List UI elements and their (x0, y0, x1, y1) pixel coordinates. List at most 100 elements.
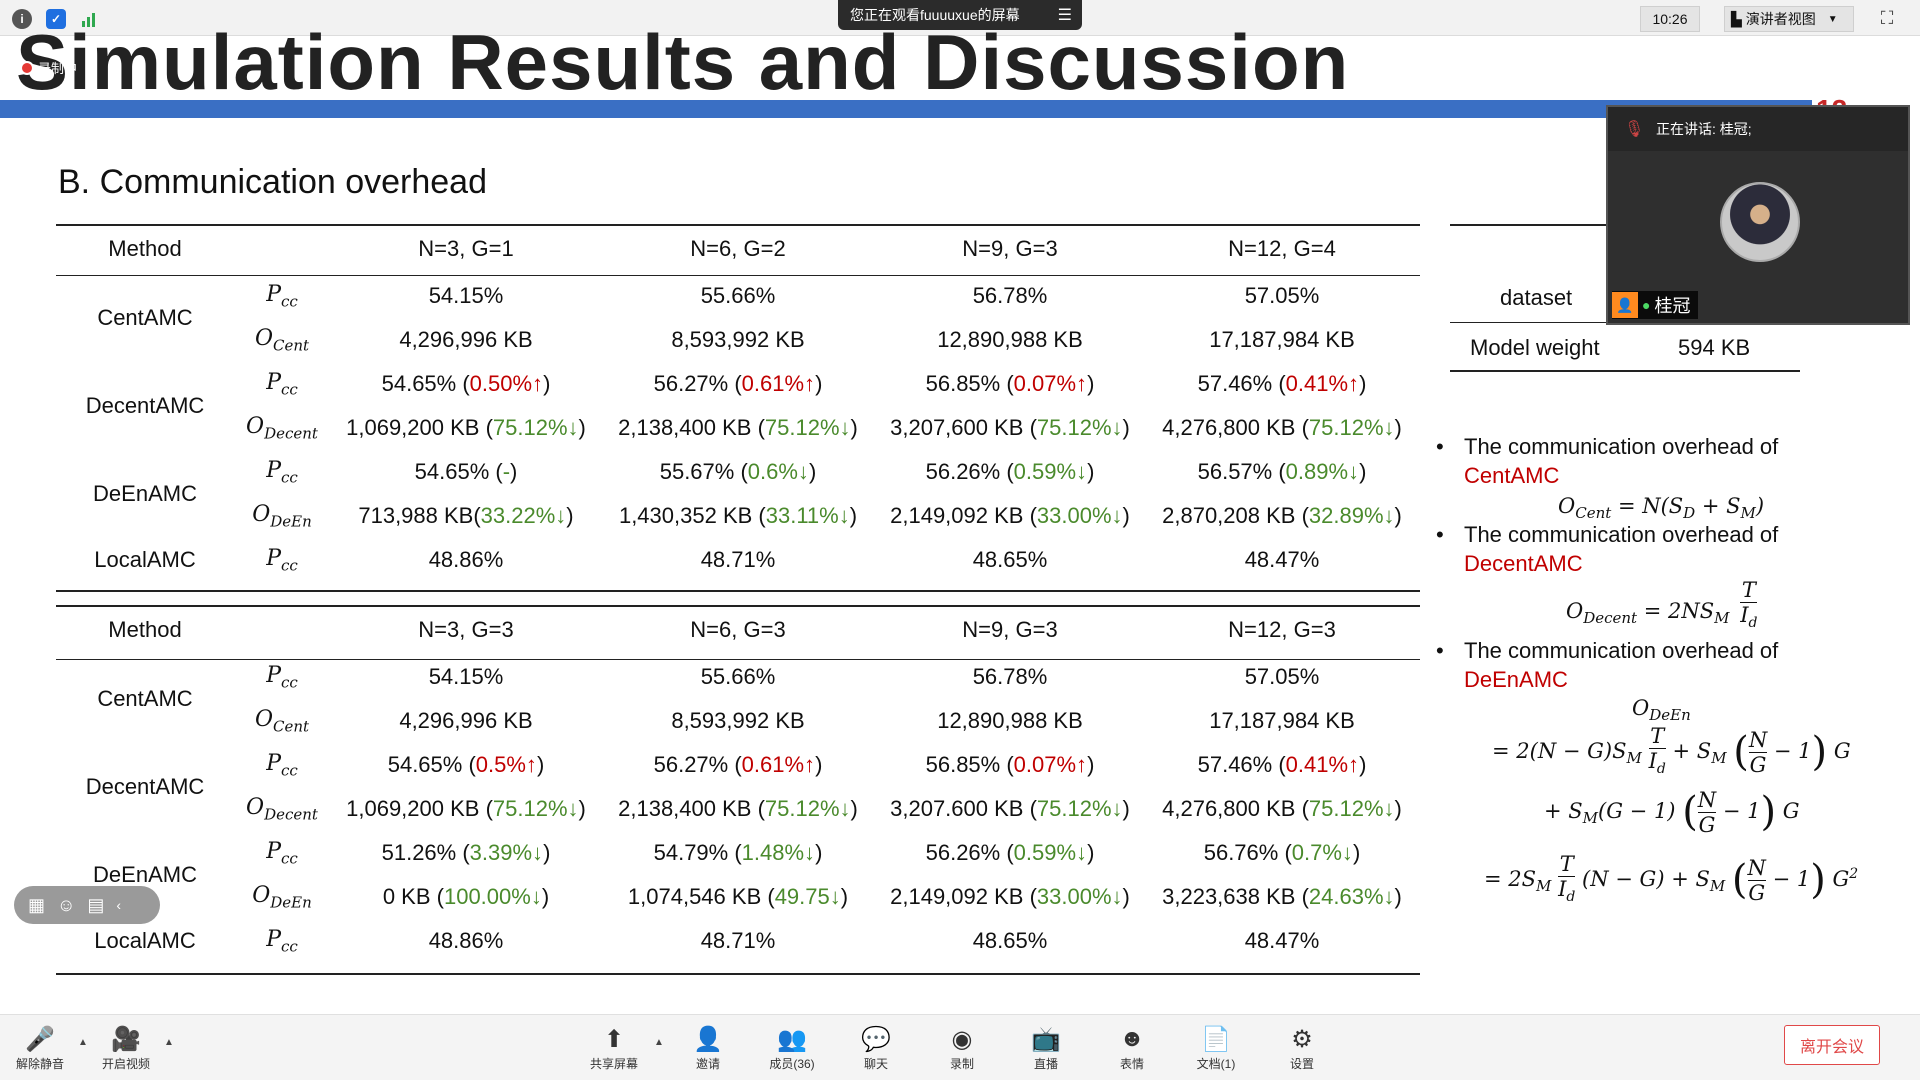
recording-badge: 录制中 (20, 58, 77, 77)
table-row: ODeEn 0 KB (100.00%↓) 1,074,546 KB (49.75↓… (56, 875, 1418, 919)
reaction-button[interactable]: ☻ 表情 (1092, 1025, 1172, 1077)
invite-button[interactable]: 👤 邀请 (668, 1025, 748, 1077)
cell-value: 17,187,984 KB (1209, 327, 1355, 352)
docs-button[interactable]: 📄 文档(1) (1176, 1025, 1256, 1077)
metric-symbol: ODeEn (234, 494, 330, 538)
unmute-label: 解除静音 (15, 1057, 64, 1071)
table-cell: 4,296,996 KB (330, 318, 602, 362)
start-video-button[interactable]: 🎥 开启视频 (86, 1025, 166, 1077)
cell-change: 75.12%↓ (492, 415, 579, 440)
table-cell: 48.47% (1146, 538, 1418, 582)
symbol-base: O (246, 794, 265, 820)
speaker-video-panel[interactable]: 🎙 正在讲话: 桂冠; 👤 ● 桂冠 (1606, 105, 1910, 325)
cell-value: 56.27% ( (653, 371, 742, 396)
table-cell: 3,207,600 KB (75.12%↓) (874, 406, 1146, 450)
invite-label: 邀请 (695, 1057, 720, 1071)
signal-icon[interactable] (80, 9, 100, 29)
cell-paren: ) (1394, 503, 1402, 528)
header-col: N=12, G=4 (1228, 236, 1336, 261)
header-symbol (234, 605, 330, 655)
leave-meeting-button[interactable]: 离开会议 (1784, 1025, 1880, 1065)
system-top-bar: i ✓ 您正在观看fuuuuxue的屏幕 ☰ 10:26 ▙ 演讲者视图 ▼ ⛶ (0, 0, 1920, 36)
floating-toolbar[interactable]: ▦ ☺ ▤ ‹ (14, 886, 160, 924)
cell-value: 3,207,600 KB ( (890, 415, 1037, 440)
collapse-icon[interactable]: ‹ (116, 897, 122, 913)
cell-value: 55.66% (700, 283, 776, 308)
metric-symbol: Pcc (234, 655, 330, 699)
formula-cent: OCent = N(SD + SM) (1558, 494, 1765, 523)
symbol-base: P (266, 838, 281, 864)
screen-share-banner[interactable]: 您正在观看fuuuuxue的屏幕 ☰ (838, 0, 1082, 30)
mic-muted-icon: 🎙 (1624, 121, 1645, 138)
table-cell: 56.76% (0.7%↓) (1146, 831, 1418, 875)
cell-paren: ) (850, 796, 858, 821)
members-button[interactable]: 👥 成员(36) (752, 1025, 832, 1077)
table-cell: 4,276,800 KB (75.12%↓) (1146, 787, 1418, 831)
formula-deen-lhs: ODeEn (1632, 696, 1691, 725)
table1-header-rule (56, 275, 1420, 276)
unmute-button[interactable]: 🎤 解除静音 (0, 1025, 80, 1077)
info-icon[interactable]: i (12, 9, 32, 29)
menu-icon[interactable]: ☰ (1057, 7, 1072, 24)
cell-value: 4,276,800 KB ( (1162, 796, 1309, 821)
table-cell: 48.47% (1146, 919, 1418, 963)
reaction-icon: ☻ (1119, 1025, 1145, 1052)
shield-icon[interactable]: ✓ (46, 9, 66, 29)
grid-icon[interactable]: ▦ (28, 894, 46, 915)
cell-paren: ) (1122, 796, 1130, 821)
overhead-table-1: Method N=3, G=1 N=6, G=2 N=9, G=3 N=12, … (56, 224, 1418, 582)
metric-symbol: OCent (234, 699, 330, 743)
table-row: CentAMC Pcc 54.15% 55.66% 56.78% 57.05% (56, 274, 1418, 330)
cell-paren: ) (566, 503, 574, 528)
audio-options-caret[interactable]: ▲ (78, 1037, 88, 1048)
share-screen-button[interactable]: ⬆ 共享屏幕 (574, 1025, 654, 1077)
view-mode-dropdown[interactable]: ▙ 演讲者视图 ▼ (1724, 6, 1854, 32)
table-cell: 2,870,208 KB (32.89%↓) (1146, 494, 1418, 538)
table-cell: 56.27% (0.61%↑) (602, 743, 874, 787)
cell-paren: ) (578, 415, 586, 440)
cell-value: 4,276,800 KB ( (1162, 415, 1309, 440)
method-name: DeEnAMC (93, 481, 197, 506)
cell-value: 1,430,352 KB ( (618, 503, 766, 528)
formula-decent: ODecent = 2NSM T Id (1566, 578, 1758, 632)
video-options-caret[interactable]: ▲ (164, 1037, 174, 1048)
cell-value: 57.46% ( (1197, 752, 1286, 777)
cell-value: 8,593,992 KB (671, 708, 805, 733)
fullscreen-icon[interactable]: ⛶ (1880, 8, 1894, 28)
table-cell: 56.78% (874, 655, 1146, 699)
signal-bars-svg (82, 13, 95, 27)
cell-value: 0 KB ( (382, 884, 444, 909)
chat-button[interactable]: 💬 聊天 (836, 1025, 916, 1077)
bullet-deen-method: DeEnAMC (1464, 667, 1568, 692)
header-method: Method (108, 236, 182, 261)
cell-value: 56.27% ( (653, 752, 742, 777)
cell-change: 75.12%↓ (1308, 796, 1395, 821)
formula-deen-line2: + SM(G − 1) (N G − 1) G (1544, 788, 1800, 837)
table-cell: 56.26% (0.59%↓) (874, 450, 1146, 494)
cell-value: 54.79% ( (653, 840, 742, 865)
cell-value: 48.47% (1244, 547, 1320, 572)
bullet-dot: • (1436, 522, 1444, 547)
table-cell: 51.26% (3.39%↓) (330, 831, 602, 875)
cell-value: 713,988 KB( (358, 503, 481, 528)
video-off-icon: 🎥 (111, 1026, 141, 1053)
table-cell: 56.27% (0.61%↑) (602, 362, 874, 406)
emoji-icon[interactable]: ☺ (57, 894, 76, 915)
start-video-label: 开启视频 (101, 1057, 150, 1071)
share-options-caret[interactable]: ▲ (654, 1037, 664, 1048)
settings-button[interactable]: ⚙ 设置 (1262, 1025, 1342, 1077)
live-button[interactable]: 📺 直播 (1006, 1025, 1086, 1077)
metric-symbol: Pcc (234, 743, 330, 787)
table-cell: 2,149,092 KB (33.00%↓) (874, 875, 1146, 919)
table-cell: 2,138,400 KB (75.12%↓) (602, 406, 874, 450)
comment-icon[interactable]: ▤ (87, 894, 105, 915)
cell-change: 24.63%↓ (1308, 884, 1395, 909)
title-underline-bar (0, 100, 1812, 118)
method-name: DecentAMC (85, 774, 205, 799)
table-header-row: Method N=3, G=1 N=6, G=2 N=9, G=3 N=12, … (56, 224, 1418, 274)
table-row: OCent 4,296,996 KB 8,593,992 KB 12,890,988 … (56, 318, 1418, 362)
metric-symbol: Pcc (234, 450, 330, 494)
cell-value: 56.76% ( (1203, 840, 1292, 865)
cell-paren: ) (1394, 884, 1402, 909)
record-button[interactable]: ◉ 录制 (922, 1025, 1002, 1077)
